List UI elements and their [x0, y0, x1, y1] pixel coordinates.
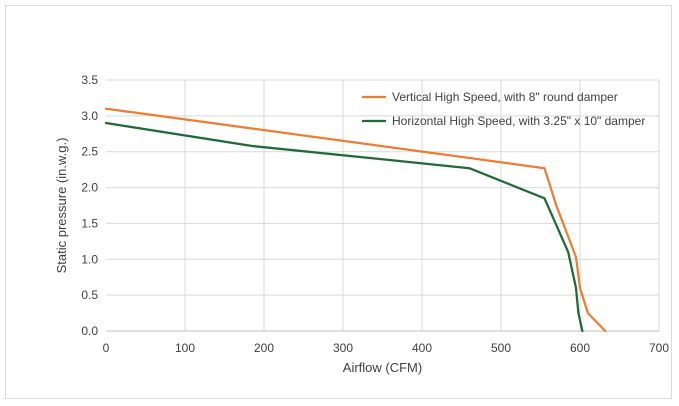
x-axis-title: Airflow (CFM) — [343, 360, 422, 375]
y-tick-label: 2.0 — [81, 181, 98, 195]
series-layer — [104, 107, 607, 333]
x-tick-label: 0 — [103, 341, 110, 355]
y-tick-label: 0.0 — [81, 324, 98, 338]
y-tick-label: 3.0 — [81, 109, 98, 123]
x-tick-label: 700 — [649, 341, 669, 355]
chart-frame — [5, 5, 672, 399]
series-line-1 — [104, 107, 607, 333]
y-tick-label: 2.5 — [81, 145, 98, 159]
legend-label-2: Horizontal High Speed, with 3.25" x 10" … — [392, 114, 645, 128]
series-line-2 — [104, 121, 584, 333]
y-axis-title: Static pressure (in.w.g.) — [54, 138, 69, 274]
x-tick-label: 100 — [175, 341, 195, 355]
x-tick-label: 200 — [254, 341, 274, 355]
legend-label-1: Vertical High Speed, with 8" round dampe… — [392, 90, 618, 104]
tick-labels: 0.0 0.5 1.0 1.5 2.0 2.5 3.0 3.5 0 100 200 300 400 500… — [81, 73, 669, 355]
y-tick-label: 1.0 — [81, 252, 98, 266]
legend: Vertical High Speed, with 8" round dampe… — [362, 90, 645, 128]
grid-lines — [106, 79, 660, 331]
x-tick-label: 300 — [333, 341, 353, 355]
x-tick-label: 500 — [491, 341, 511, 355]
y-tick-label: 3.5 — [81, 73, 98, 87]
x-tick-label: 600 — [570, 341, 590, 355]
y-tick-label: 0.5 — [81, 288, 98, 302]
y-tick-label: 1.5 — [81, 216, 98, 230]
x-tick-label: 400 — [412, 341, 432, 355]
